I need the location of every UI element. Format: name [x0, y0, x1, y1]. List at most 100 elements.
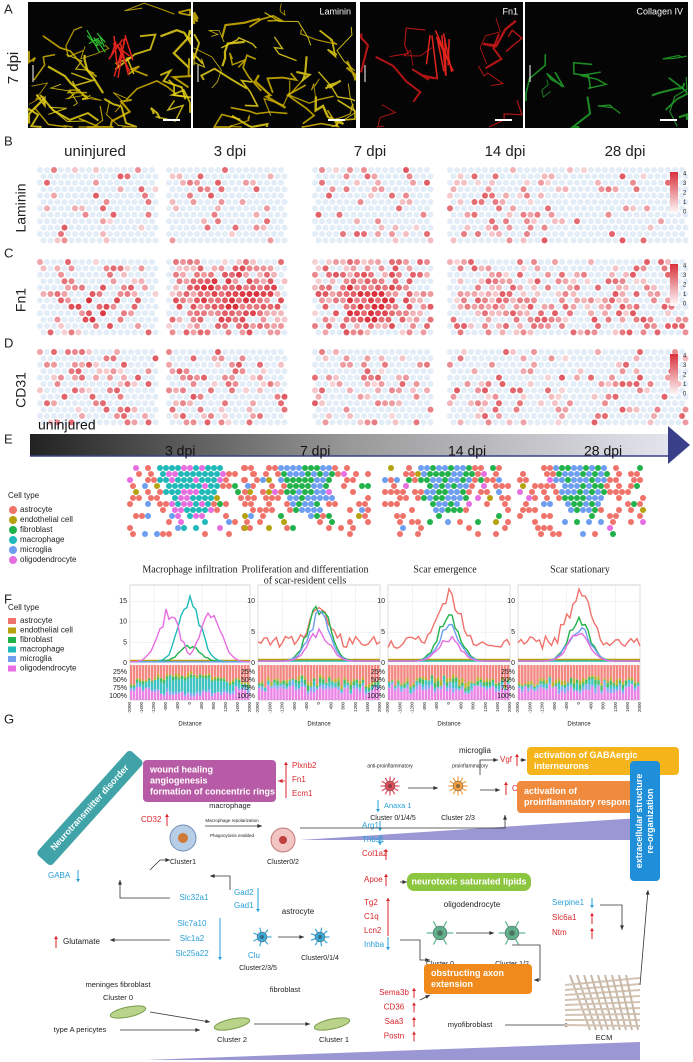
spot — [79, 400, 85, 406]
spot — [616, 413, 622, 419]
spot — [37, 231, 43, 237]
spot — [595, 231, 601, 237]
spot — [549, 419, 555, 425]
spot — [521, 186, 527, 192]
cell-spot — [469, 471, 475, 477]
cell-spot — [157, 477, 163, 483]
spot — [254, 199, 260, 205]
x-tick-label: 800 — [341, 702, 346, 710]
cell-spot — [329, 495, 335, 501]
cell-spot — [281, 483, 287, 489]
spot — [507, 368, 513, 374]
proportion-bar — [425, 680, 427, 685]
spot — [535, 291, 541, 297]
spot — [585, 291, 591, 297]
spot — [243, 375, 249, 381]
spot — [588, 285, 594, 291]
spot — [135, 349, 141, 355]
spot — [72, 272, 78, 278]
spot — [627, 329, 633, 335]
proportion-bar — [313, 687, 315, 693]
spot — [538, 231, 544, 237]
spot — [41, 173, 47, 179]
spot — [517, 193, 523, 199]
spot — [312, 259, 318, 265]
cell-spot — [406, 477, 412, 483]
spot — [236, 218, 242, 224]
spot — [461, 272, 467, 278]
cell-spot — [532, 519, 538, 525]
spot — [135, 310, 141, 316]
spot — [125, 212, 131, 218]
spot — [125, 381, 131, 387]
proportion-bar — [610, 686, 612, 689]
cell-spot — [196, 483, 202, 489]
spot — [651, 297, 657, 303]
spot — [665, 231, 671, 237]
spot — [319, 375, 325, 381]
spot — [257, 413, 263, 419]
spot — [170, 278, 176, 284]
spot — [623, 285, 629, 291]
spot — [382, 259, 388, 265]
cell-spot — [412, 489, 418, 495]
spot — [330, 355, 336, 361]
spot — [486, 355, 492, 361]
spot — [602, 285, 608, 291]
proportion-bar — [428, 680, 430, 681]
proportion-bar — [289, 685, 291, 687]
spot — [97, 212, 103, 218]
spot — [351, 304, 357, 310]
spot — [414, 265, 420, 271]
proportion-bar — [409, 686, 411, 687]
spot — [37, 167, 43, 173]
spot — [76, 355, 82, 361]
spot — [240, 212, 246, 218]
spot — [153, 317, 159, 323]
proportion-bar — [362, 680, 364, 683]
spot — [86, 272, 92, 278]
spot — [79, 218, 85, 224]
proportion-bar — [359, 684, 361, 687]
proportion-bar — [289, 687, 291, 700]
legend-swatch — [8, 666, 16, 672]
spot — [236, 349, 242, 355]
spot — [503, 167, 509, 173]
spot — [333, 349, 339, 355]
spot — [184, 212, 190, 218]
spot — [637, 297, 643, 303]
spot — [205, 355, 211, 361]
spot — [609, 167, 615, 173]
spot — [644, 349, 650, 355]
spot — [236, 375, 242, 381]
spot — [545, 349, 551, 355]
spot — [662, 419, 668, 425]
proportion-bar — [298, 689, 300, 690]
proportion-bar — [154, 692, 156, 700]
colorbar-tick: 3 — [683, 273, 687, 279]
cell-spot — [418, 465, 424, 471]
spot — [648, 329, 654, 335]
spot — [104, 237, 110, 243]
proportion-bar — [205, 679, 207, 692]
spot — [379, 265, 385, 271]
spot — [514, 265, 520, 271]
proportion-bar — [154, 665, 156, 677]
cell-spot — [571, 477, 577, 483]
channel-label: Laminin — [319, 6, 351, 16]
spot — [319, 310, 325, 316]
spot — [62, 199, 68, 205]
spot — [672, 400, 678, 406]
spot — [535, 186, 541, 192]
cell-spot — [223, 501, 229, 507]
spot — [254, 419, 260, 425]
spot — [278, 400, 284, 406]
cell-spot — [598, 495, 604, 501]
x-tick-label: -800 — [422, 702, 427, 712]
spot — [222, 259, 228, 265]
spot — [58, 375, 64, 381]
proportion-bar — [208, 673, 210, 675]
spot — [461, 362, 467, 368]
proportion-bar — [301, 678, 303, 682]
spot — [588, 400, 594, 406]
